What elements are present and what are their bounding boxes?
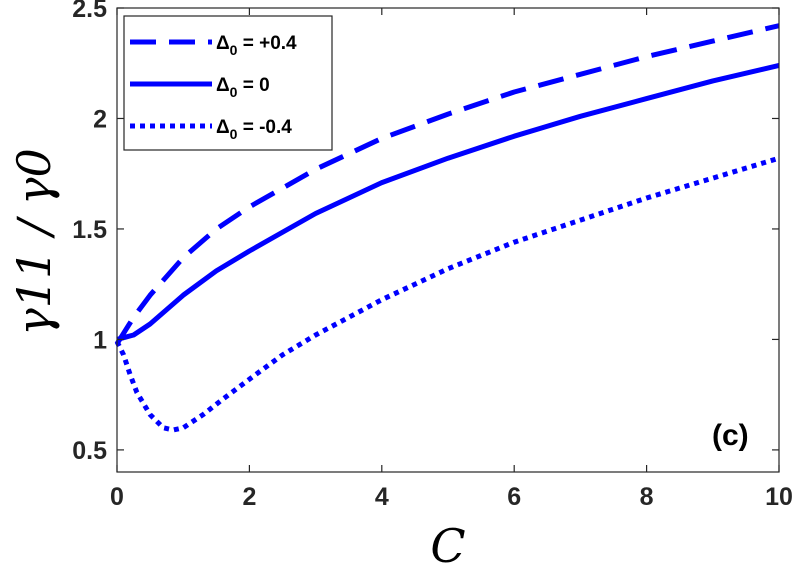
ticks: 0 2 4 6 8 10 0.5 1 1.5 2 2.5 xyxy=(72,0,793,511)
series-line-0 xyxy=(114,23,780,346)
y-axis-title: γ11 / γ0 xyxy=(7,148,61,336)
y-tick-label: 0.5 xyxy=(72,437,107,465)
x-tick-label: 4 xyxy=(375,483,389,511)
series-layer xyxy=(114,23,780,433)
x-tick-label: 10 xyxy=(765,483,793,511)
y-axis-title-text: γ11 / γ0 xyxy=(7,148,61,336)
legend: Δ0 = +0.4 Δ0 = 0 Δ0 = -0.4 xyxy=(123,15,333,151)
x-tick-label: 6 xyxy=(507,483,521,511)
panel-label: (c) xyxy=(712,419,749,452)
series-line-1 xyxy=(116,62,780,342)
x-tick-label: 2 xyxy=(242,483,256,511)
y-tick-label: 1.5 xyxy=(72,216,107,244)
legend-label-2: Δ0 = -0.4 xyxy=(216,117,292,142)
legend-label-0: Δ0 = +0.4 xyxy=(216,33,297,58)
legend-label-1: Δ0 = 0 xyxy=(216,75,270,100)
y-tick-label: 1 xyxy=(93,326,107,354)
axes xyxy=(116,7,780,473)
axes-box xyxy=(116,7,780,473)
y-tick-label: 2.5 xyxy=(72,0,107,23)
y-tick-label: 2 xyxy=(93,105,107,133)
x-axis-title: C xyxy=(430,519,465,569)
x-tick-label: 0 xyxy=(110,483,124,511)
x-tick-label: 8 xyxy=(640,483,654,511)
